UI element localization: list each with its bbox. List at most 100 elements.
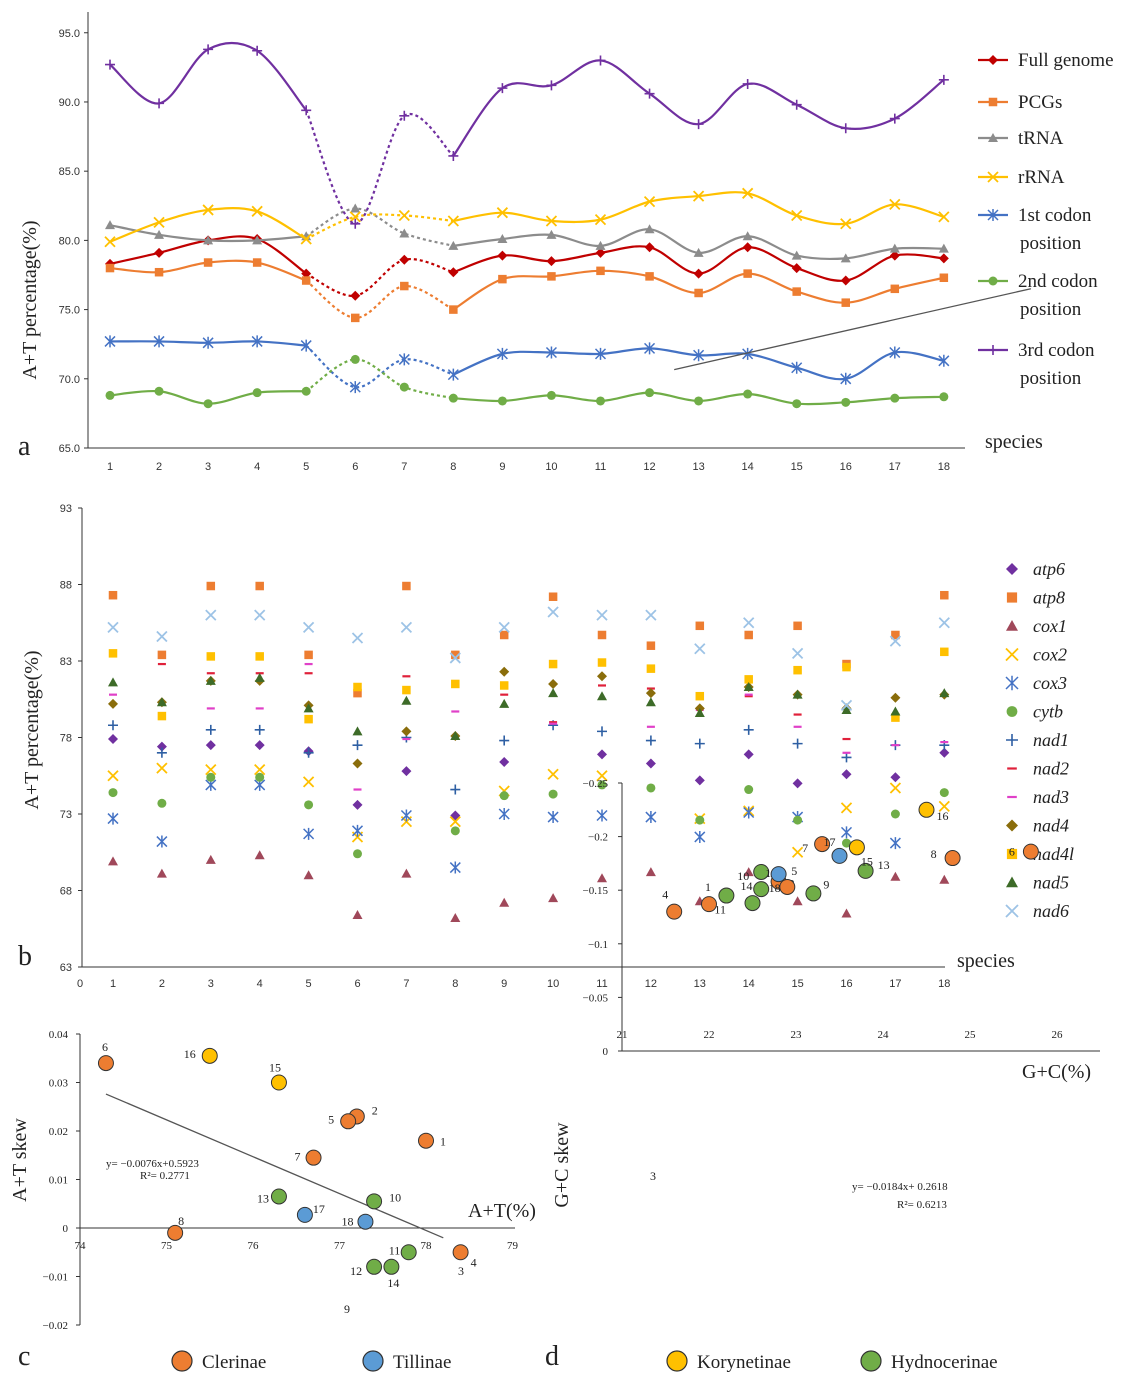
data-point [203,44,214,55]
data-point [548,789,558,799]
y-tick-label: 88 [60,580,72,592]
data-point [548,659,558,669]
data-point [352,909,363,919]
x-tick-label: 6 [352,461,358,473]
point-label: 9 [344,1302,350,1316]
legend-label: position [1020,299,1082,320]
data-point [889,635,902,647]
y-axis-label: G+C skew [551,1122,573,1208]
data-point [595,240,606,250]
y-tick-label: 0 [63,1223,69,1235]
y-axis-label: A+T percentage(%) [21,650,43,809]
data-point [203,399,213,409]
data-point [252,258,262,267]
data-point [939,392,949,402]
data-point [498,274,507,284]
data-point [889,198,901,211]
legend-label: nad1 [1033,730,1069,750]
data-point [890,706,901,716]
y-tick-label: −0.25 [583,778,609,790]
data-point [107,621,119,633]
data-point [939,747,950,758]
legend-marker [1006,563,1018,575]
data-point [402,685,411,695]
legend-label: nad2 [1033,759,1069,779]
data-point [255,772,265,782]
x-tick-label: 8 [450,461,456,473]
regression-r2: R²= 0.6213 [897,1199,947,1211]
data-point [840,253,851,263]
data-point [938,211,950,223]
data-point [840,218,852,230]
data-point [352,740,363,751]
data-point [451,679,460,689]
data-point [302,776,315,788]
data-point [154,386,164,396]
data-point [841,397,851,407]
point-label: 14 [387,1276,399,1290]
data-point [270,1074,287,1091]
y-tick-label: 73 [60,809,72,821]
data-point [891,713,900,722]
regression-r2: R²= 0.2771 [140,1170,190,1182]
point-label: 5 [328,1112,334,1126]
legend-marker [1006,876,1018,888]
legend-marker [1006,848,1018,860]
x-tick-label: 9 [499,461,505,473]
data-point [841,752,852,763]
series-line-dotted [305,358,454,400]
data-point [890,393,900,403]
data-point [644,342,656,355]
data-point [743,617,755,629]
legend-marker [988,97,998,107]
legend-marker [1005,675,1019,691]
y-tick-label: 83 [60,656,72,668]
data-point [104,236,116,248]
x-tick-label: 79 [507,1240,519,1252]
data-point [693,119,704,130]
x-tick-label: 2 [159,978,165,990]
legend-marker [1006,819,1018,832]
data-point [448,393,458,403]
data-point [399,254,410,265]
y-tick-label: −0.05 [583,992,609,1004]
data-point [692,190,705,202]
data-point [499,791,509,801]
point-label: 2 [372,1103,378,1117]
data-point [105,220,115,230]
legend-label: rRNA [1018,167,1065,188]
data-point [340,1113,357,1130]
x-tick-label: 9 [501,978,507,990]
x-tick-label: 11 [595,461,606,473]
legend-label: cox1 [1033,616,1067,636]
data-point [596,609,608,621]
data-point [254,850,265,860]
data-point [156,630,168,643]
x-tick-label: 8 [452,978,458,990]
data-point [743,867,754,877]
data-point [497,233,508,243]
data-point [889,837,901,850]
data-point [742,187,754,199]
data-point [694,830,706,843]
legend-marker [988,276,998,286]
data-point [255,652,264,661]
data-point [597,749,607,760]
data-point [157,798,167,808]
y-tick-label: −0.1 [588,939,608,951]
data-point [450,913,461,923]
data-point [303,870,314,880]
data-point [645,758,656,769]
data-point [918,801,935,818]
y-tick-label: −0.2 [588,832,608,844]
data-point [97,1055,114,1072]
data-point [546,80,557,91]
legend-label: atp8 [1033,588,1065,608]
data-point [938,800,950,812]
data-point [645,867,656,877]
x-tick-label: 1 [107,461,113,473]
data-point [1022,843,1039,860]
data-point [890,692,901,703]
data-point [449,861,461,874]
